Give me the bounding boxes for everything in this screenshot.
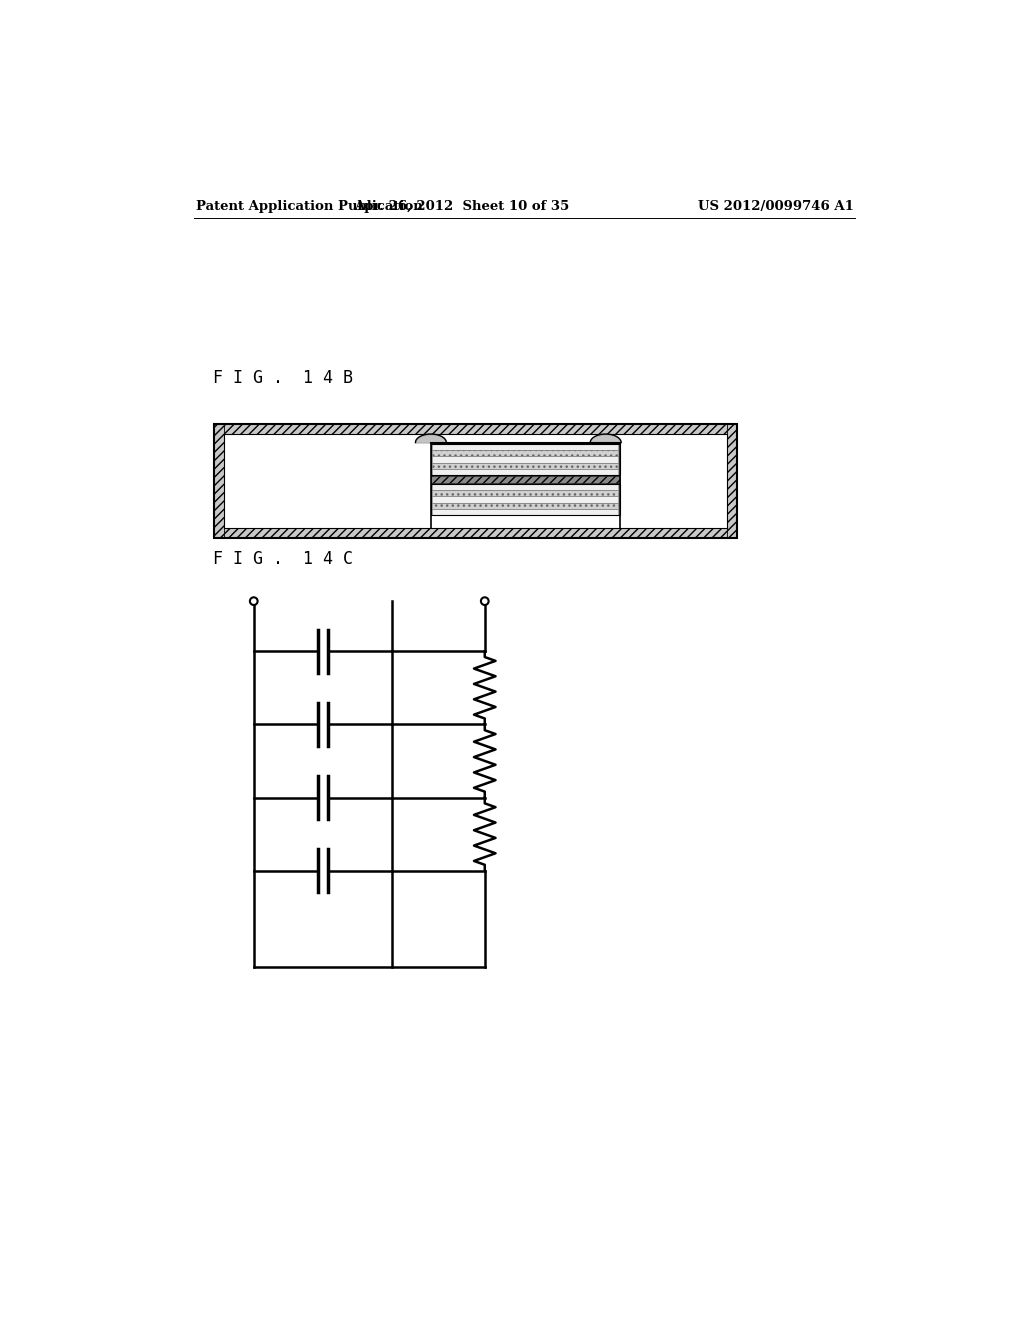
Bar: [214, 528, 737, 539]
Bar: [432, 496, 617, 503]
Text: F I G .  1 4 B: F I G . 1 4 B: [213, 368, 353, 387]
Bar: [432, 508, 617, 515]
Bar: [432, 484, 617, 490]
Bar: [431, 444, 620, 475]
Text: Apr. 26, 2012  Sheet 10 of 35: Apr. 26, 2012 Sheet 10 of 35: [354, 199, 569, 213]
Text: US 2012/0099746 A1: US 2012/0099746 A1: [698, 199, 854, 213]
Bar: [432, 444, 617, 450]
Bar: [432, 469, 617, 475]
Bar: [727, 424, 737, 539]
Text: Patent Application Publication: Patent Application Publication: [196, 199, 423, 213]
Text: F I G .  1 4 C: F I G . 1 4 C: [213, 550, 353, 568]
Bar: [432, 457, 617, 462]
Bar: [431, 484, 620, 515]
Bar: [431, 475, 620, 483]
Bar: [214, 424, 223, 539]
Bar: [432, 462, 617, 469]
Bar: [214, 424, 737, 434]
Bar: [432, 503, 617, 508]
Bar: [432, 490, 617, 496]
Bar: [214, 424, 737, 539]
Bar: [432, 450, 617, 457]
Bar: [223, 434, 727, 528]
